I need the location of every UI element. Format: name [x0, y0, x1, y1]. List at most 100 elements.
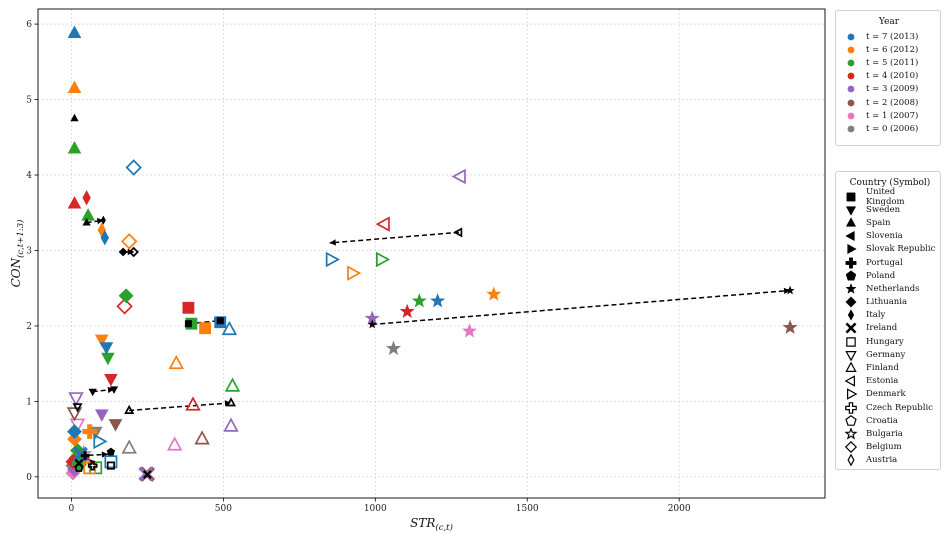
year-legend-item-4-marker	[847, 85, 855, 93]
country-legend-item-united-kingdom-marker	[846, 192, 856, 202]
year-legend-item-0-label: t = 7 (2013)	[866, 31, 919, 42]
year-legend-item-2-label: t = 5 (2011)	[866, 57, 919, 68]
point-t-2-2008-germany	[66, 407, 83, 422]
anchor-point-united-kingdom	[216, 317, 224, 325]
year-legend-item-7-marker	[847, 125, 855, 133]
country-legend-item-netherlands: Netherlands	[844, 282, 936, 295]
point-t-5-2011-sweden	[101, 352, 115, 366]
year-legend-item-2-marker	[847, 59, 855, 67]
point-t-5-2011-spain	[67, 140, 82, 154]
country-legend-item-bulgaria-marker	[844, 427, 858, 440]
country-legend-item-slovenia-marker	[845, 231, 855, 242]
year-legend-item-1: t = 6 (2012)	[844, 43, 934, 56]
anchor-point-sweden	[109, 386, 119, 394]
country-legend-item-slovak-republic-marker	[847, 244, 857, 255]
point-t-5-2011-denmark	[375, 251, 391, 268]
country-legend-item-sweden: Sweden	[844, 203, 936, 216]
point-t-7-2013-belgium	[125, 159, 142, 176]
point-t-5-2011-spain	[81, 208, 95, 221]
year-legend-item-5-swatch	[847, 99, 855, 106]
country-legend-title: Country (Symbol)	[849, 178, 931, 188]
year-legend-item-4-swatch	[847, 85, 855, 93]
anchor-point-netherlands	[367, 319, 377, 329]
country-legend-item-denmark-marker	[847, 388, 858, 401]
country-legend-item-slovak-republic: Slovak Republic	[844, 243, 936, 256]
year-legend-item-3-swatch	[847, 72, 855, 80]
point-t-7-2013-netherlands	[430, 293, 446, 308]
year-legend-item-5-label: t = 2 (2008)	[866, 97, 919, 108]
country-legend-item-finland-marker	[845, 362, 857, 373]
country-legend-item-ireland-label: Ireland	[866, 323, 898, 334]
y-tick-label: 3	[26, 246, 32, 256]
point-t-6-2012-belgium	[120, 233, 138, 250]
country-legend-item-lithuania: Lithuania	[844, 296, 936, 309]
country-legend-item-austria-label: Austria	[866, 455, 898, 466]
country-legend-item-spain: Spain	[844, 216, 936, 229]
y-tick-label: 5	[26, 96, 32, 106]
year-legend-item-0: t = 7 (2013)	[844, 30, 934, 43]
country-legend-item-estonia: Estonia	[844, 375, 936, 388]
x-axis-label: STR(c,t)	[410, 516, 453, 533]
country-legend-item-austria-marker	[847, 454, 855, 467]
country-legend-item-denmark-symbol	[847, 388, 858, 401]
y-tick-label: 1	[26, 397, 32, 407]
point-t-3-2009-finland	[223, 417, 239, 432]
country-legend-item-czech-republic-marker	[845, 401, 857, 414]
country-legend-item-united-kingdom: United Kingdom	[844, 187, 936, 207]
country-legend-item-portugal-symbol	[845, 257, 857, 268]
anchor-point-lithuania	[118, 247, 128, 257]
x-tick-label: 500	[215, 504, 232, 514]
country-legend-item-ireland: Ireland	[844, 322, 936, 335]
point-t-4-2010-united-kingdom	[182, 301, 195, 314]
x-tick-label: 2000	[668, 504, 691, 514]
y-tick-label: 4	[26, 171, 32, 181]
point-t-5-2011-lithuania	[118, 288, 134, 304]
country-legend-item-lithuania-label: Lithuania	[866, 297, 908, 308]
point-t-6-2012-denmark	[347, 265, 362, 281]
year-legend-item-7: t = 0 (2006)	[844, 122, 934, 135]
point-t-7-2013-finland	[221, 320, 238, 336]
plot-frame	[37, 8, 826, 499]
country-legend-item-portugal: Portugal	[844, 256, 936, 269]
year-legend-item-1-swatch	[847, 46, 855, 54]
anchor-point-czech-republic	[87, 460, 98, 471]
year-legend-item-0-swatch	[847, 33, 855, 40]
country-legend-item-bulgaria-symbol	[844, 427, 858, 440]
country-legend-item-czech-republic-label: Czech Republic	[866, 402, 933, 413]
year-legend-item-3: t = 4 (2010)	[844, 70, 934, 83]
arrow-head-sweden	[107, 386, 114, 394]
year-legend-item-6-marker	[847, 112, 855, 120]
y-axis-label: CON(c,t+1:3)	[9, 220, 26, 288]
point-t-5-2011-finland	[224, 377, 241, 392]
country-legend-item-sweden-symbol	[845, 206, 857, 216]
country-legend-item-portugal-marker	[845, 257, 857, 268]
country-legend-item-germany-symbol	[845, 350, 857, 361]
country-legend-item-poland: Poland	[844, 269, 936, 282]
country-legend-item-spain-label: Spain	[866, 217, 891, 228]
country-legend-item-slovenia: Slovenia	[844, 230, 936, 243]
anchor-point-ireland	[142, 470, 152, 480]
country-legend-item-estonia-label: Estonia	[866, 376, 899, 387]
country-legend-item-austria: Austria	[844, 454, 936, 467]
point-t-7-2013-italy	[100, 230, 109, 246]
point-t-2-2008-sweden	[108, 419, 123, 432]
country-legend-item-sweden-marker	[845, 206, 857, 216]
country-legend-item-italy-marker	[847, 309, 855, 322]
country-legend-item-sweden-label: Sweden	[866, 204, 901, 215]
country-legend-item-belgium: Belgium	[844, 441, 936, 454]
country-legend-item-denmark-label: Denmark	[866, 389, 906, 400]
year-legend-item-0-marker	[847, 33, 855, 40]
point-t-6-2012-united-kingdom	[199, 322, 212, 335]
year-legend-item-1-marker	[847, 46, 855, 54]
arrow-head-spain	[96, 217, 104, 225]
anchor-point-germany	[72, 403, 83, 413]
year-legend-item-3-label: t = 4 (2010)	[866, 71, 919, 82]
point-t-3-2009-estonia	[451, 168, 466, 185]
year-legend-item-4-label: t = 3 (2009)	[866, 84, 919, 95]
x-tick-label: 0	[69, 504, 75, 514]
country-legend-item-finland: Finland	[844, 361, 936, 374]
country-legend-item-belgium-marker	[844, 441, 858, 454]
year-legend: Year t = 7 (2013) t = 6 (2012) t = 5 (2011…	[835, 10, 941, 146]
anchor-point-poland	[106, 447, 116, 456]
